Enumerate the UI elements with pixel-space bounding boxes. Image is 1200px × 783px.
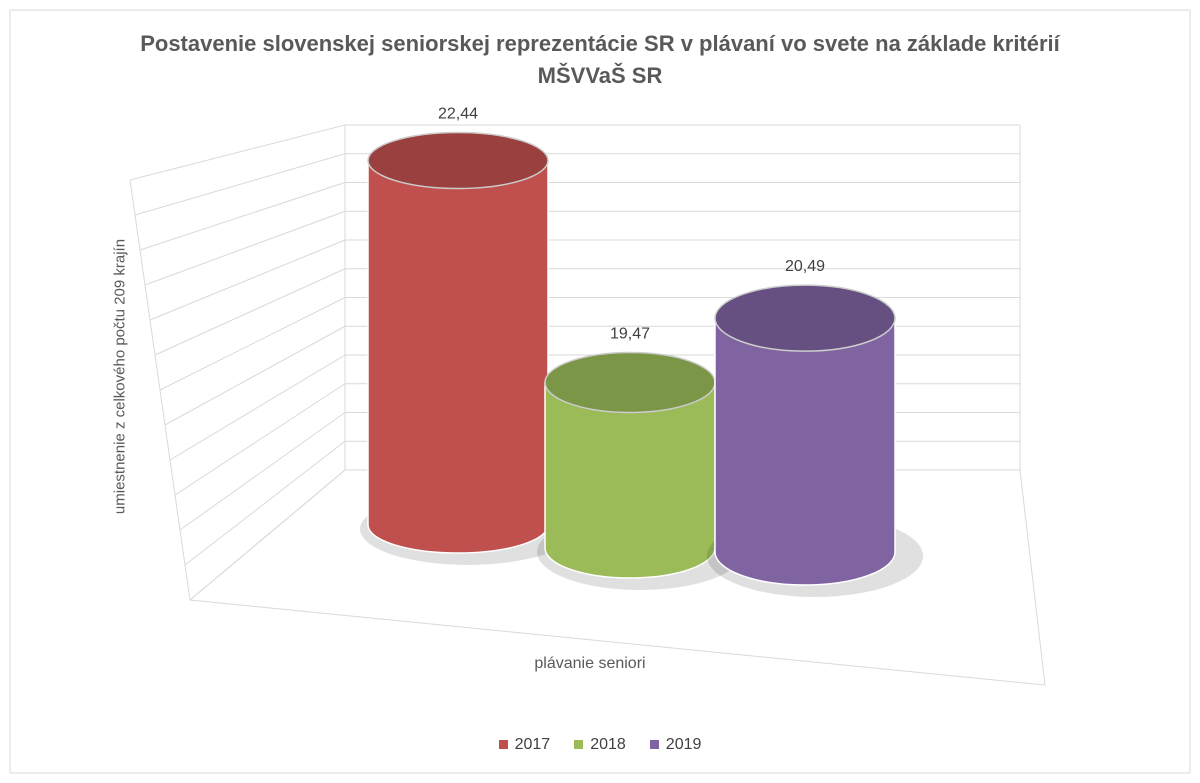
legend-label: 2019	[665, 736, 702, 753]
cylinder-top	[714, 284, 896, 352]
grid-line	[144, 210, 346, 286]
grid-line	[189, 469, 346, 601]
cylinder-top	[544, 351, 716, 414]
chart-title: Postavenie slovenskej seniorskej repreze…	[140, 31, 1060, 88]
legend: 2017 2018 2019	[0, 736, 1200, 754]
grid-line	[179, 412, 346, 531]
grid-line	[169, 354, 346, 461]
legend-swatch	[498, 740, 508, 749]
legend-label: 2017	[514, 736, 551, 753]
grid-line	[164, 325, 346, 426]
legend-swatch	[574, 740, 584, 749]
x-category-label: plávanie seniori	[534, 655, 646, 672]
grid-line	[149, 239, 346, 321]
grid-line	[184, 440, 346, 566]
legend-item: 2017	[498, 736, 551, 754]
grid-line	[139, 182, 346, 251]
cylinder-top	[367, 131, 549, 190]
legend-label: 2018	[590, 736, 626, 753]
grid-line	[129, 124, 346, 181]
legend-swatch	[649, 740, 659, 749]
y-axis-label: umiestnenie z celkového počtu 209 krajín	[111, 238, 129, 515]
grid-line	[154, 268, 346, 356]
value-label: 20,49	[785, 258, 825, 275]
legend-item: 2018	[574, 736, 626, 754]
grid-line	[159, 297, 346, 391]
legend-item: 2019	[649, 736, 702, 754]
cylinder	[714, 317, 896, 586]
frame	[9, 9, 1191, 774]
cylinder	[544, 381, 716, 579]
value-label: 22,44	[438, 106, 478, 123]
value-label: 19,47	[610, 326, 650, 343]
grid-line	[174, 383, 346, 496]
grid-line	[134, 153, 346, 216]
cylinder	[367, 159, 549, 554]
